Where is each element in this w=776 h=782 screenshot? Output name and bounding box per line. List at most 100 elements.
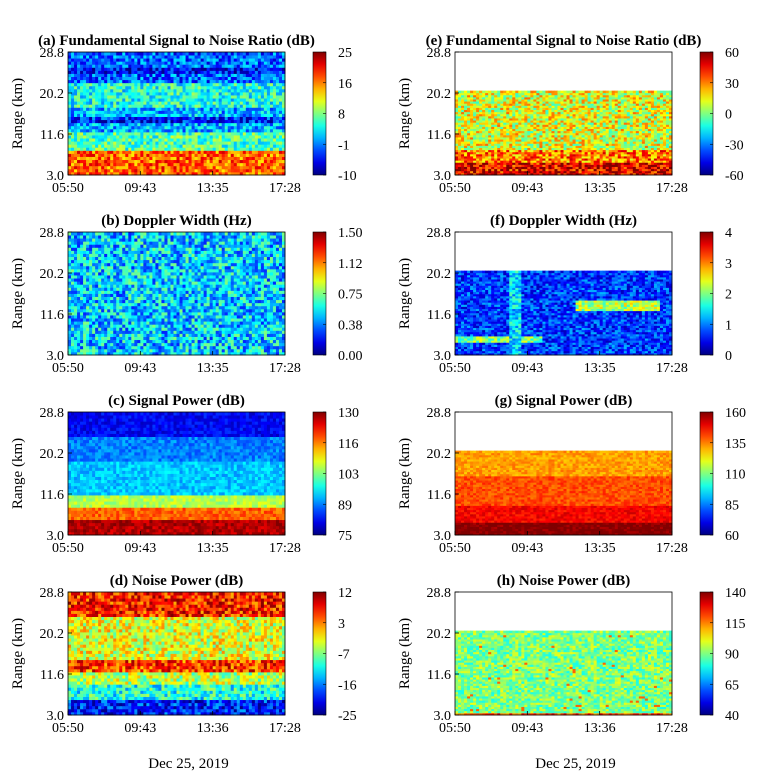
- heatmap-cell: [602, 124, 607, 127]
- heatmap-cell: [227, 73, 232, 77]
- heatmap-cell: [605, 137, 610, 140]
- heatmap-cell: [167, 110, 171, 114]
- heatmap-cell: [524, 141, 528, 144]
- heatmap-cell: [197, 171, 202, 176]
- heatmap-cell: [236, 156, 241, 161]
- heatmap-cell: [167, 101, 171, 105]
- heatmap-cell: [545, 124, 549, 127]
- heatmap-cell: [185, 61, 189, 65]
- heatmap-cell: [281, 168, 286, 173]
- heatmap-cell: [257, 52, 262, 56]
- heatmap-cell: [647, 126, 652, 129]
- heatmap-cell: [626, 153, 631, 157]
- heatmap-cell: [623, 122, 628, 125]
- heatmap-cell: [71, 159, 75, 164]
- heatmap-cell: [524, 143, 528, 146]
- heatmap-cell: [200, 85, 205, 90]
- heatmap-cell: [107, 70, 111, 74]
- heatmap-cell: [197, 162, 202, 167]
- heatmap-cell: [572, 139, 576, 142]
- heatmap-cell: [254, 85, 259, 90]
- heatmap-cell: [563, 128, 567, 132]
- heatmap-cell: [233, 128, 238, 133]
- heatmap-cell: [155, 125, 159, 130]
- heatmap-cell: [473, 166, 477, 170]
- heatmap-cell: [470, 115, 474, 119]
- heatmap-cell: [545, 149, 549, 153]
- heatmap-cell: [530, 158, 534, 161]
- heatmap-cell: [455, 120, 459, 123]
- heatmap-cell: [233, 110, 238, 114]
- heatmap-cell: [164, 159, 168, 164]
- heatmap-cell: [134, 95, 138, 99]
- heatmap-cell: [182, 107, 186, 111]
- heatmap-cell: [200, 91, 205, 96]
- heatmap-cell: [194, 144, 198, 148]
- heatmap-cell: [650, 118, 655, 121]
- heatmap-cell: [167, 162, 171, 167]
- heatmap-cell: [68, 162, 72, 167]
- heatmap-cell: [116, 147, 120, 151]
- heatmap-cell: [539, 168, 543, 172]
- heatmap-cell: [539, 132, 543, 136]
- heatmap-cell: [641, 130, 646, 134]
- heatmap-cell: [227, 76, 232, 81]
- heatmap-cell: [533, 124, 537, 127]
- heatmap-cell: [473, 156, 477, 159]
- heatmap-cell: [110, 73, 114, 77]
- heatmap-cell: [272, 171, 277, 176]
- heatmap-cell: [230, 125, 235, 130]
- heatmap-cell: [125, 144, 129, 148]
- heatmap-cell: [152, 104, 156, 108]
- heatmap-cell: [107, 55, 111, 59]
- heatmap-cell: [239, 52, 244, 56]
- heatmap-cell: [146, 116, 150, 121]
- heatmap-cell: [584, 149, 589, 153]
- heatmap-cell: [188, 165, 192, 170]
- heatmap-cell: [533, 164, 537, 167]
- heatmap-cell: [257, 55, 262, 59]
- heatmap-cell: [611, 149, 616, 153]
- heatmap-cell: [620, 162, 625, 165]
- heatmap-cell: [113, 162, 117, 167]
- heatmap-cell: [578, 164, 582, 167]
- heatmap-cell: [494, 156, 498, 159]
- heatmap-cell: [464, 137, 468, 140]
- heatmap-cell: [272, 52, 277, 56]
- heatmap-cell: [215, 113, 220, 117]
- heatmap-cell: [500, 166, 504, 170]
- heatmap-cell: [281, 82, 286, 87]
- heatmap-cell: [197, 116, 202, 121]
- heatmap-cell: [464, 126, 468, 129]
- heatmap-cell: [98, 135, 102, 139]
- heatmap-cell: [659, 168, 664, 172]
- heatmap-cell: [245, 131, 250, 136]
- heatmap-cell: [230, 171, 235, 176]
- heatmap-cell: [539, 147, 543, 151]
- heatmap-cell: [554, 113, 558, 117]
- heatmap-cell: [506, 122, 510, 125]
- heatmap-cell: [617, 156, 622, 159]
- heatmap-cell: [479, 166, 483, 170]
- heatmap-cell: [461, 141, 465, 144]
- heatmap-cell: [113, 122, 117, 127]
- heatmap-cell: [122, 156, 126, 161]
- heatmap-cell: [659, 124, 664, 127]
- heatmap-cell: [215, 150, 220, 154]
- heatmap-cell: [272, 116, 277, 121]
- heatmap-cell: [137, 128, 141, 133]
- heatmap-cell: [137, 85, 141, 90]
- heatmap-cell: [650, 143, 655, 146]
- heatmap-cell: [554, 172, 558, 176]
- heatmap-cell: [479, 158, 483, 161]
- heatmap-cell: [569, 153, 573, 157]
- heatmap-cell: [119, 159, 123, 164]
- heatmap-cell: [98, 55, 102, 59]
- heatmap-cell: [584, 124, 589, 127]
- heatmap-cell: [182, 141, 186, 145]
- heatmap-cell: [608, 139, 613, 142]
- heatmap-cell: [548, 160, 552, 163]
- heatmap-cell: [113, 104, 117, 108]
- heatmap-cell: [251, 153, 256, 157]
- heatmap-cell: [656, 128, 661, 132]
